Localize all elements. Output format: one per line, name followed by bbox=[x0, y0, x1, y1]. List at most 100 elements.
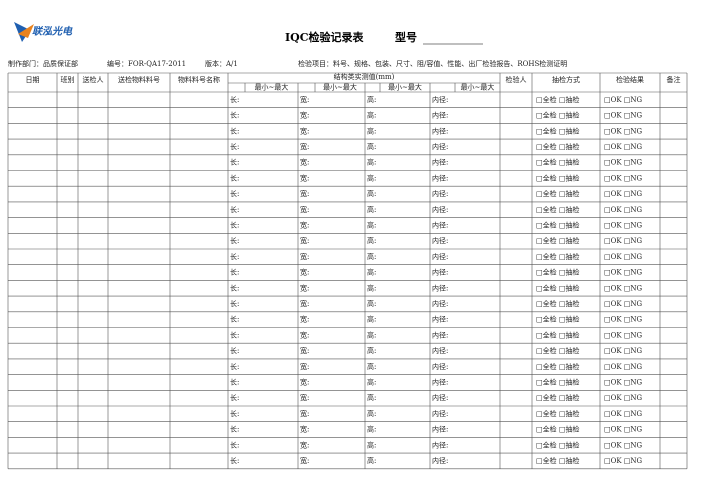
cell-height: 高: bbox=[367, 142, 376, 151]
cell-result: □OK □NG bbox=[604, 237, 643, 245]
cell-method: □全检 □抽检 bbox=[536, 158, 579, 167]
cell-height: 高: bbox=[367, 205, 376, 214]
cell-inner: 内径: bbox=[432, 362, 448, 371]
cell-inner: 内径: bbox=[432, 425, 448, 434]
cell-width: 宽: bbox=[300, 425, 309, 434]
cell-inner: 内径: bbox=[432, 268, 448, 277]
cell-height: 高: bbox=[367, 425, 376, 434]
cell-inner: 内径: bbox=[432, 126, 448, 135]
cell-height: 高: bbox=[367, 126, 376, 135]
cell-height: 高: bbox=[367, 158, 376, 167]
cell-length: 长: bbox=[230, 456, 239, 465]
cell-method: □全检 □抽检 bbox=[536, 189, 579, 198]
cell-height: 高: bbox=[367, 346, 376, 355]
cell-inner: 内径: bbox=[432, 283, 448, 292]
cell-width: 宽: bbox=[300, 456, 309, 465]
cell-length: 长: bbox=[230, 409, 239, 418]
info-items: 检验项目：料号、规格、包装、尺寸、阻/容值、性能、出厂检验报告、ROHS检测证明 bbox=[298, 59, 567, 68]
cell-method: □全检 □抽检 bbox=[536, 393, 579, 402]
column-header: 结构类实测值(mm) bbox=[334, 72, 395, 81]
cell-height: 高: bbox=[367, 111, 376, 120]
cell-width: 宽: bbox=[300, 283, 309, 292]
cell-length: 长: bbox=[230, 189, 239, 198]
column-header: 备注 bbox=[667, 75, 681, 84]
cell-width: 宽: bbox=[300, 158, 309, 167]
cell-result: □OK □NG bbox=[604, 112, 643, 120]
cell-width: 宽: bbox=[300, 252, 309, 261]
cell-inner: 内径: bbox=[432, 173, 448, 182]
cell-width: 宽: bbox=[300, 346, 309, 355]
info-department: 制作部门：品质保证部 bbox=[8, 59, 78, 68]
cell-height: 高: bbox=[367, 315, 376, 324]
sub-header: 最小~最大 bbox=[461, 83, 495, 92]
cell-length: 长: bbox=[230, 173, 239, 182]
cell-width: 宽: bbox=[300, 362, 309, 371]
cell-length: 长: bbox=[230, 126, 239, 135]
cell-height: 高: bbox=[367, 95, 376, 104]
cell-result: □OK □NG bbox=[604, 190, 643, 198]
cell-inner: 内径: bbox=[432, 346, 448, 355]
cell-result: □OK □NG bbox=[604, 159, 643, 167]
cell-width: 宽: bbox=[300, 126, 309, 135]
cell-height: 高: bbox=[367, 236, 376, 245]
cell-width: 宽: bbox=[300, 330, 309, 339]
cell-method: □全检 □抽检 bbox=[536, 456, 579, 465]
column-header: 日期 bbox=[26, 76, 40, 84]
cell-height: 高: bbox=[367, 409, 376, 418]
sub-header: 最小~最大 bbox=[255, 83, 289, 92]
cell-width: 宽: bbox=[300, 142, 309, 151]
cell-height: 高: bbox=[367, 283, 376, 292]
cell-length: 长: bbox=[230, 142, 239, 151]
cell-height: 高: bbox=[367, 299, 376, 308]
cell-width: 宽: bbox=[300, 95, 309, 104]
cell-method: □全检 □抽检 bbox=[536, 409, 579, 418]
cell-method: □全检 □抽检 bbox=[536, 220, 579, 229]
column-header: 抽检方式 bbox=[552, 75, 580, 84]
cell-inner: 内径: bbox=[432, 252, 448, 261]
cell-length: 长: bbox=[230, 220, 239, 229]
cell-length: 长: bbox=[230, 268, 239, 277]
cell-result: □OK □NG bbox=[604, 363, 643, 371]
sub-header: 最小~最大 bbox=[323, 83, 357, 92]
model-label: 型号 bbox=[395, 30, 417, 44]
cell-inner: 内径: bbox=[432, 189, 448, 198]
cell-result: □OK □NG bbox=[604, 127, 643, 135]
cell-inner: 内径: bbox=[432, 315, 448, 324]
column-header: 检验结果 bbox=[616, 75, 644, 84]
cell-method: □全检 □抽检 bbox=[536, 377, 579, 386]
info-version: 版本：A/1 bbox=[205, 59, 238, 68]
cell-length: 长: bbox=[230, 299, 239, 308]
cell-result: □OK □NG bbox=[604, 96, 643, 104]
cell-length: 长: bbox=[230, 205, 239, 214]
cell-result: □OK □NG bbox=[604, 143, 643, 151]
cell-result: □OK □NG bbox=[604, 269, 643, 277]
cell-length: 长: bbox=[230, 346, 239, 355]
cell-inner: 内径: bbox=[432, 236, 448, 245]
cell-length: 长: bbox=[230, 158, 239, 167]
cell-method: □全检 □抽检 bbox=[536, 126, 579, 135]
cell-method: □全检 □抽检 bbox=[536, 111, 579, 120]
cell-method: □全检 □抽检 bbox=[536, 315, 579, 324]
cell-method: □全检 □抽检 bbox=[536, 205, 579, 214]
logo-mark bbox=[18, 24, 34, 38]
cell-height: 高: bbox=[367, 252, 376, 261]
cell-width: 宽: bbox=[300, 268, 309, 277]
cell-width: 宽: bbox=[300, 377, 309, 386]
cell-width: 宽: bbox=[300, 409, 309, 418]
cell-result: □OK □NG bbox=[604, 410, 643, 418]
cell-inner: 内径: bbox=[432, 158, 448, 167]
cell-method: □全检 □抽检 bbox=[536, 440, 579, 449]
column-header: 检验人 bbox=[506, 75, 527, 84]
cell-width: 宽: bbox=[300, 393, 309, 402]
cell-inner: 内径: bbox=[432, 393, 448, 402]
column-header: 送检人 bbox=[83, 75, 104, 84]
cell-method: □全检 □抽检 bbox=[536, 268, 579, 277]
cell-inner: 内径: bbox=[432, 330, 448, 339]
cell-length: 长: bbox=[230, 362, 239, 371]
column-header: 班别 bbox=[61, 75, 75, 84]
cell-inner: 内径: bbox=[432, 456, 448, 465]
cell-height: 高: bbox=[367, 440, 376, 449]
cell-inner: 内径: bbox=[432, 111, 448, 120]
cell-length: 长: bbox=[230, 377, 239, 386]
